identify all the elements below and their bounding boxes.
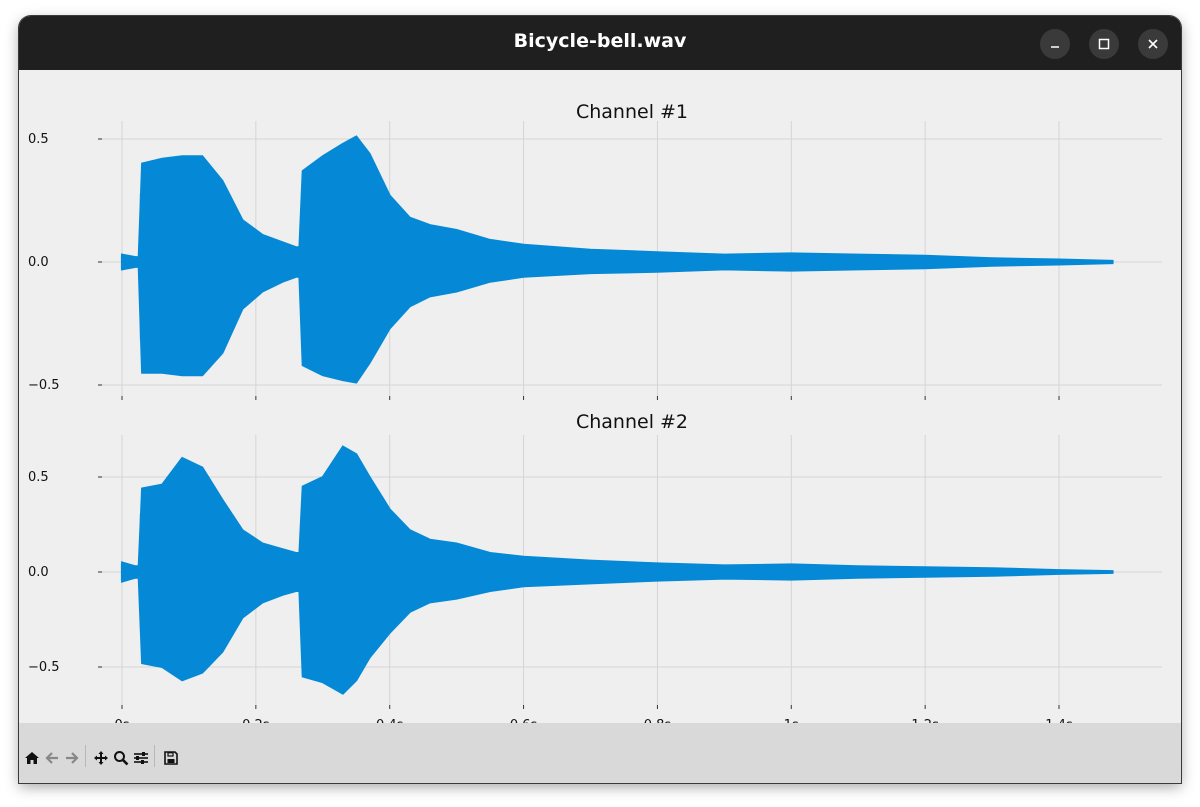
move-icon <box>94 751 108 765</box>
forward-button[interactable] <box>63 749 81 767</box>
waveform-oscillation <box>120 137 1114 382</box>
figure-svg: 0.5 0.0 −0.5 Channel #1 0.5 0.0 −0.5 Channel #2… <box>28 101 1162 733</box>
minimize-button[interactable] <box>1040 29 1070 59</box>
save-button[interactable] <box>162 749 180 767</box>
y-tick-label: 0.5 <box>28 470 49 485</box>
magnifier-icon <box>114 751 129 766</box>
toolbar-separator <box>85 745 86 767</box>
maximize-button[interactable] <box>1089 29 1119 59</box>
chart-title: Channel #2 <box>576 411 688 433</box>
waveform-lines <box>120 448 1114 692</box>
y-tick-label: 0.0 <box>28 255 49 270</box>
home-button[interactable] <box>23 749 41 767</box>
chart-title: Channel #1 <box>576 101 688 123</box>
app-window: Bicycle-bell.wav 0.5 0.0 −0.5 Channel #1 0.5… <box>19 16 1181 783</box>
home-icon <box>25 752 39 764</box>
waveform-lines <box>120 137 1114 382</box>
back-button[interactable] <box>43 749 61 767</box>
y-tick-label: 0.0 <box>28 565 49 580</box>
minimize-icon <box>1051 46 1059 48</box>
title-bar[interactable]: Bicycle-bell.wav <box>19 16 1181 70</box>
y-tick-label: −0.5 <box>28 378 60 393</box>
sliders-icon <box>134 752 148 764</box>
y-tick-label: 0.5 <box>28 132 49 147</box>
pan-button[interactable] <box>92 749 110 767</box>
configure-subplots-button[interactable] <box>132 749 150 767</box>
waveform-oscillation <box>120 448 1114 692</box>
maximize-icon <box>1098 38 1110 50</box>
arrow-left-icon <box>45 752 58 764</box>
figure-canvas[interactable]: 0.5 0.0 −0.5 Channel #1 0.5 0.0 −0.5 Channel #2… <box>19 70 1181 733</box>
floppy-disk-icon <box>164 751 178 765</box>
close-icon <box>1148 39 1158 49</box>
zoom-button[interactable] <box>112 749 130 767</box>
close-button[interactable] <box>1138 29 1168 59</box>
arrow-right-icon <box>66 752 79 764</box>
y-tick-label: −0.5 <box>28 660 60 675</box>
channel-1-axes: 0.5 0.0 −0.5 Channel #1 <box>28 101 1162 400</box>
window-title: Bicycle-bell.wav <box>513 30 687 52</box>
toolbar-separator <box>154 745 155 767</box>
navigation-toolbar <box>19 723 1181 783</box>
